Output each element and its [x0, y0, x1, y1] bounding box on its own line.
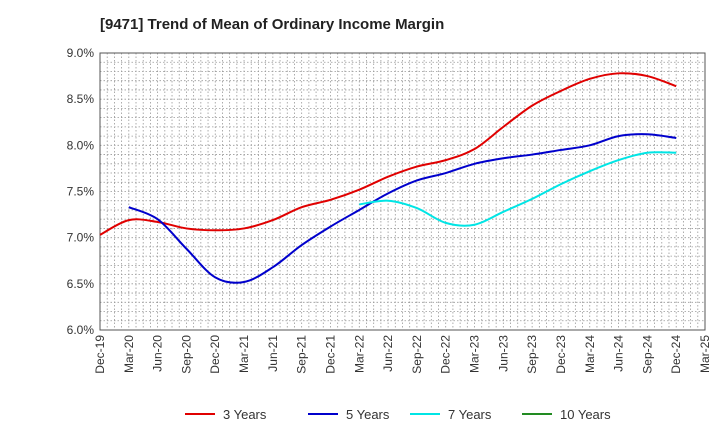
- x-tick-label: Jun-23: [496, 335, 510, 372]
- series-line-7-years: [359, 151, 677, 227]
- x-tick-label: Jun-22: [381, 335, 395, 372]
- x-tick-label: Dec-19: [93, 335, 107, 374]
- series-line-3-years: [99, 72, 677, 236]
- y-tick-label: 7.5%: [67, 185, 95, 199]
- y-tick-label: 9.0%: [67, 46, 95, 60]
- x-tick-label: Jun-20: [151, 335, 165, 372]
- legend: 3 Years 5 Years 7 Years 10 Years: [185, 407, 611, 422]
- x-tick-label: Dec-24: [669, 335, 683, 374]
- x-tick-label: Dec-21: [323, 335, 337, 374]
- x-tick-label: Sep-21: [295, 335, 309, 374]
- x-tick-label: Sep-23: [525, 335, 539, 374]
- x-tick-label: Mar-21: [237, 335, 251, 373]
- x-tick-label: Jun-21: [266, 335, 280, 372]
- x-tick-label: Mar-24: [583, 335, 597, 373]
- x-tick-label: Mar-20: [122, 335, 136, 373]
- x-tick-label: Sep-22: [410, 335, 424, 374]
- legend-label-10-years: 10 Years: [560, 407, 611, 422]
- plot-frame: [99, 52, 706, 331]
- x-tick-label: Mar-22: [352, 335, 366, 373]
- legend-label-5-years: 5 Years: [346, 407, 390, 422]
- y-tick-label: 8.0%: [67, 138, 95, 152]
- y-tick-label: 8.5%: [67, 92, 95, 106]
- x-tick-label: Sep-24: [640, 335, 654, 374]
- y-axis-ticks: 9.0% 8.5% 8.0% 7.5% 7.0% 6.5% 6.0%: [67, 46, 95, 337]
- x-axis-ticks: Dec-19 Mar-20 Jun-20 Sep-20 Dec-20 Mar-21 Jun-…: [93, 335, 712, 374]
- grid: [100, 53, 705, 330]
- legend-label-7-years: 7 Years: [448, 407, 492, 422]
- y-tick-label: 6.5%: [67, 277, 95, 291]
- y-tick-label: 7.0%: [67, 231, 95, 245]
- y-tick-label: 6.0%: [67, 323, 95, 337]
- x-tick-label: Mar-23: [468, 335, 482, 373]
- x-tick-label: Dec-23: [554, 335, 568, 374]
- x-tick-label: Mar-25: [698, 335, 712, 373]
- x-tick-label: Dec-22: [439, 335, 453, 374]
- chart-title: [9471] Trend of Mean of Ordinary Income …: [100, 16, 445, 33]
- x-tick-label: Jun-24: [612, 335, 626, 372]
- series-line-5-years: [128, 133, 677, 284]
- series-lines: [99, 72, 677, 284]
- x-tick-label: Sep-20: [179, 335, 193, 374]
- legend-label-3-years: 3 Years: [223, 407, 267, 422]
- x-tick-label: Dec-20: [208, 335, 222, 374]
